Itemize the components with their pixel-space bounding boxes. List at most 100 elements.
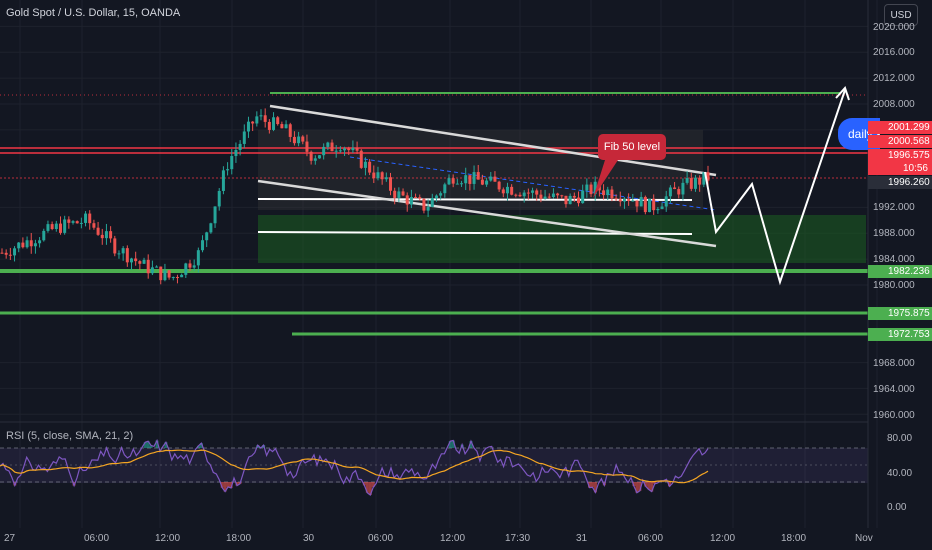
candle-body: [581, 190, 585, 204]
rsi-tick: 80.00: [887, 433, 913, 444]
rsi-title[interactable]: RSI (5, close, SMA, 21, 2): [6, 430, 134, 442]
candle-body: [576, 197, 580, 204]
candle-body: [155, 266, 159, 268]
rsi-overbought-fill: [451, 440, 455, 448]
time-label: Nov: [855, 533, 873, 544]
rsi-oversold-fill: [638, 482, 642, 491]
rsi-tick: 40.00: [887, 468, 913, 479]
rsi-oversold-fill: [650, 482, 654, 492]
candle-body: [109, 231, 113, 239]
candle-body: [443, 184, 447, 194]
candle-body: [405, 195, 409, 205]
rsi-oversold-fill: [220, 482, 224, 488]
fib-pointer: [593, 160, 618, 198]
candle-body: [560, 195, 564, 197]
candle-body: [539, 194, 543, 199]
price-tag-resistance-2[interactable]: 2000.568: [868, 135, 932, 148]
candle-body: [681, 182, 685, 195]
candle-body: [75, 221, 79, 224]
candle-body: [347, 148, 351, 151]
candle-body: [38, 240, 42, 244]
price-tag-support-2[interactable]: 1975.875: [868, 307, 932, 320]
price-tag-current[interactable]: 1996.575: [868, 149, 932, 162]
candle-body: [472, 172, 476, 184]
time-label: 12:00: [155, 533, 181, 544]
candle-body: [698, 177, 702, 185]
candle-body: [251, 121, 255, 124]
candle-body: [476, 172, 480, 180]
candle-body: [535, 190, 539, 195]
price-tick: 1984.000: [873, 254, 915, 265]
arrow-head-icon: [835, 86, 850, 101]
white-level-upper[interactable]: [257, 198, 693, 201]
candle-body: [338, 150, 342, 152]
candle-body: [393, 190, 397, 198]
candle-body: [326, 142, 330, 147]
candle-body: [668, 187, 672, 197]
candle-body: [196, 250, 200, 266]
rsi-overbought-fill: [143, 442, 147, 448]
price-tag-previous[interactable]: 1996.260: [868, 176, 932, 189]
candle-body: [217, 190, 221, 207]
rsi-overbought-fill: [196, 445, 200, 448]
price-tag-support-3[interactable]: 1972.753: [868, 328, 932, 341]
candle-body: [627, 198, 631, 201]
price-tag-support-1[interactable]: 1982.236: [868, 265, 932, 278]
white-level-lower[interactable]: [257, 231, 693, 235]
rsi-overbought-fill: [155, 440, 159, 448]
candle-body: [355, 147, 359, 151]
rsi-oversold-fill: [365, 482, 369, 493]
channel-top-line[interactable]: [269, 104, 717, 177]
time-label: 06:00: [368, 533, 394, 544]
time-label: 30: [303, 533, 315, 544]
candle-body: [230, 156, 234, 170]
candle-body: [146, 259, 150, 274]
candle-body: [267, 121, 271, 130]
rsi-oversold-fill: [229, 482, 233, 489]
candle-body: [100, 234, 104, 239]
candle-body: [125, 248, 129, 263]
candle-body: [276, 117, 280, 125]
candle-body: [485, 180, 489, 185]
candle-body: [29, 240, 33, 247]
channel-bottom-line[interactable]: [257, 179, 717, 248]
candle-body: [54, 223, 58, 229]
price-tick: 2016.000: [873, 47, 915, 58]
candle-body: [17, 242, 21, 249]
rsi-oversold-fill: [368, 482, 372, 495]
rsi-overbought-fill: [448, 441, 452, 448]
candle-body: [292, 136, 296, 144]
time-label: 06:00: [638, 533, 664, 544]
candle-body: [0, 252, 4, 254]
fib-50-label[interactable]: Fib 50 level: [598, 134, 666, 160]
candle-body: [447, 178, 451, 185]
price-tag-resistance-1[interactable]: 2001.299: [868, 121, 932, 134]
candle-body: [317, 155, 321, 159]
rsi-oversold-fill: [653, 482, 657, 484]
candle-body: [175, 277, 179, 279]
candle-body: [171, 277, 175, 279]
candle-body: [693, 177, 697, 189]
candle-body: [330, 142, 334, 152]
symbol-title[interactable]: Gold Spot / U.S. Dollar, 15, OANDA: [6, 7, 181, 19]
candle-body: [610, 189, 614, 199]
candle-body: [451, 178, 455, 184]
candle-body: [706, 172, 710, 181]
candle-body: [397, 191, 401, 198]
time-label: 12:00: [440, 533, 466, 544]
candle-body: [192, 265, 196, 268]
candle-body: [660, 206, 664, 209]
projection-path[interactable]: [704, 89, 846, 286]
candle-body: [343, 148, 347, 151]
candle-body: [213, 206, 217, 224]
rsi-oversold-fill: [635, 482, 639, 493]
candle-body: [4, 252, 8, 255]
candle-body: [593, 181, 597, 195]
candle-body: [422, 198, 426, 211]
candle-body: [121, 248, 125, 254]
candle-body: [689, 178, 693, 189]
candle-body: [418, 197, 422, 199]
candle-body: [505, 186, 509, 194]
currency-button[interactable]: USD: [884, 4, 918, 26]
